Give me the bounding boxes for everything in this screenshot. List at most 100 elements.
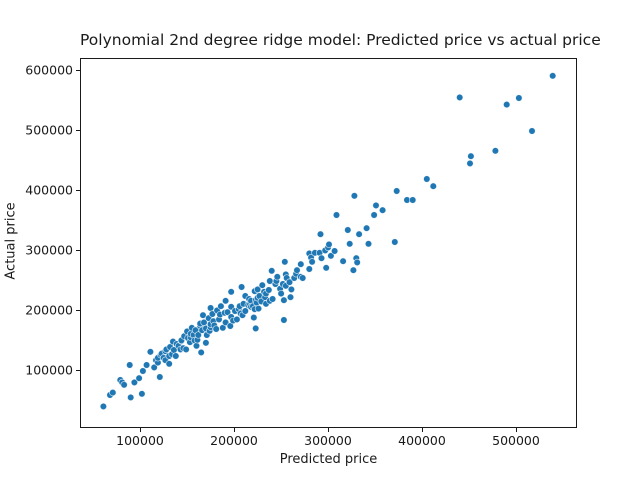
data-point: [423, 175, 431, 183]
data-point: [308, 258, 316, 266]
data-point: [156, 373, 164, 381]
data-point: [503, 100, 511, 109]
data-point: [346, 240, 354, 248]
data-point: [221, 297, 230, 305]
data-point: [362, 224, 371, 232]
y-tick-mark: [76, 369, 80, 371]
data-point: [130, 378, 139, 387]
data-point: [146, 348, 155, 356]
data-point: [199, 311, 207, 319]
y-tick-mark: [76, 129, 80, 131]
data-point: [322, 264, 330, 272]
y-tick-mark: [76, 69, 80, 71]
data-point: [280, 316, 288, 324]
data-point: [325, 240, 333, 249]
data-point: [197, 348, 205, 357]
data-point: [429, 182, 437, 190]
data-point: [194, 331, 202, 339]
x-tick-mark: [421, 428, 423, 432]
data-point: [192, 342, 201, 350]
x-tick-mark: [234, 428, 235, 432]
data-point: [378, 206, 387, 214]
data-point: [466, 159, 474, 168]
data-point: [393, 187, 401, 195]
y-axis-label: Actual price: [3, 202, 19, 280]
data-point: [344, 226, 352, 234]
y-tick-mark: [76, 249, 80, 251]
y-tick-label: 200000: [25, 302, 73, 318]
y-tick-label: 300000: [25, 242, 73, 258]
y-tick-label: 600000: [25, 62, 73, 78]
y-tick-mark: [76, 189, 80, 191]
data-point: [297, 260, 305, 268]
data-point: [364, 240, 373, 248]
data-point: [253, 285, 262, 294]
data-point: [268, 295, 277, 303]
data-point: [277, 289, 285, 298]
data-point: [339, 257, 347, 265]
data-point: [241, 307, 249, 315]
data-point: [237, 283, 246, 291]
data-point: [280, 296, 288, 304]
data-point: [142, 361, 151, 369]
data-point: [273, 273, 281, 281]
data-point: [317, 254, 326, 262]
data-point: [491, 147, 500, 155]
data-point: [391, 238, 399, 246]
data-point: [109, 388, 117, 397]
data-point: [349, 266, 358, 274]
data-point: [182, 345, 190, 354]
y-tick-label: 500000: [25, 122, 73, 138]
data-point: [268, 267, 276, 275]
x-tick-mark: [140, 428, 141, 432]
data-point: [327, 252, 335, 260]
data-point: [250, 313, 258, 322]
data-point: [206, 304, 215, 312]
x-tick-label: 200000: [210, 433, 258, 448]
data-point: [223, 308, 232, 316]
x-tick-label: 100000: [116, 433, 164, 448]
data-point: [549, 72, 557, 80]
data-point: [139, 367, 147, 375]
y-tick-label: 100000: [25, 362, 73, 378]
data-point: [126, 361, 134, 369]
data-point: [138, 390, 146, 398]
data-point: [281, 258, 289, 266]
x-tick-label: 300000: [304, 433, 352, 448]
data-point: [165, 360, 173, 368]
data-point: [120, 381, 128, 389]
x-tick-mark: [515, 428, 517, 432]
y-tick-label: 400000: [25, 182, 73, 198]
y-tick-mark: [76, 309, 80, 311]
data-point: [350, 192, 359, 200]
data-point: [202, 339, 210, 347]
data-point: [285, 278, 294, 286]
data-point: [456, 93, 464, 102]
data-point: [515, 94, 523, 102]
plot-area: [80, 58, 577, 428]
data-point: [212, 325, 220, 333]
data-point: [252, 324, 260, 333]
data-point: [172, 352, 180, 360]
data-point: [217, 302, 225, 310]
data-point: [287, 285, 296, 294]
chart-title: Polynomial 2nd degree ridge model: Predi…: [80, 31, 601, 49]
data-point: [286, 293, 295, 301]
x-tick-label: 500000: [492, 433, 540, 448]
data-point: [265, 286, 273, 294]
data-point: [409, 196, 417, 204]
data-point: [332, 211, 341, 219]
x-axis-label: Predicted price: [279, 452, 378, 467]
x-tick-label: 400000: [398, 433, 446, 448]
data-point: [355, 230, 363, 238]
data-point: [293, 266, 301, 274]
data-point: [372, 201, 380, 210]
data-point: [258, 281, 266, 289]
data-point: [299, 274, 307, 282]
data-point: [528, 127, 536, 135]
data-point: [316, 230, 325, 238]
data-point: [330, 247, 339, 255]
data-point: [127, 393, 135, 402]
data-point: [353, 258, 361, 267]
